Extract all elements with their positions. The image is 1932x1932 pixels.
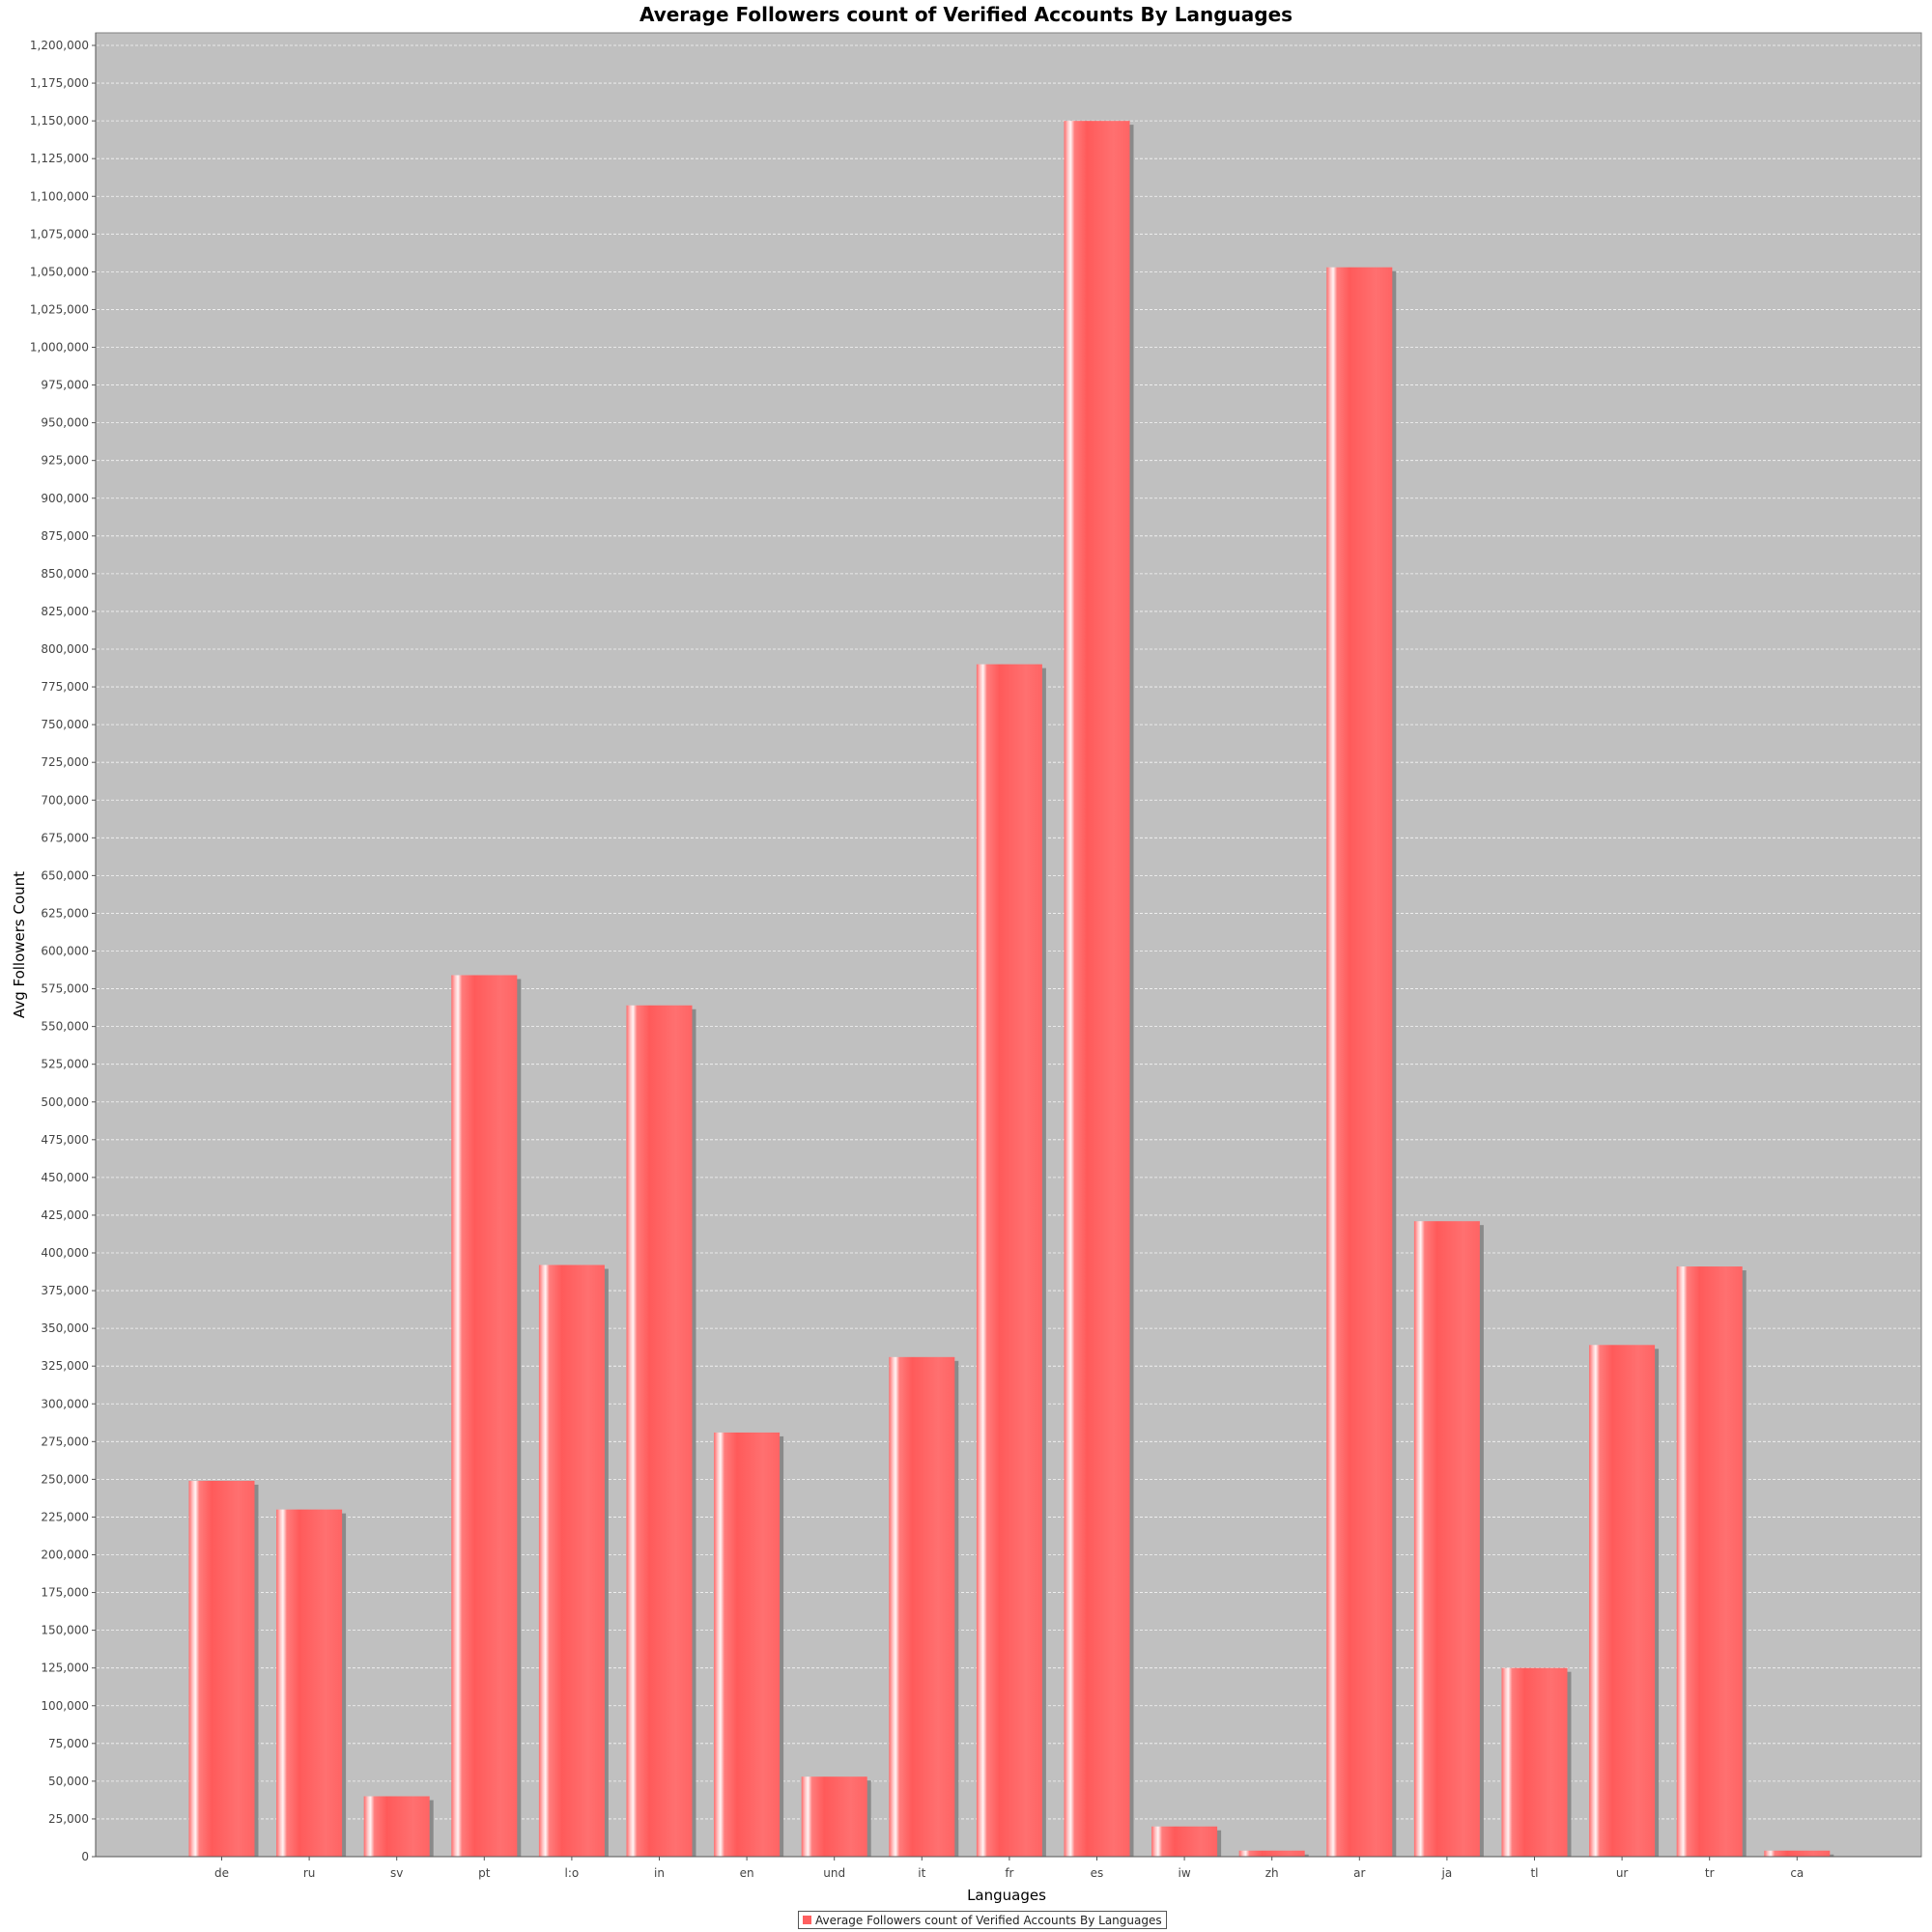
- y-tick-label: 825,000: [41, 605, 89, 618]
- y-tick-label: 750,000: [41, 718, 89, 731]
- y-tick-label: 1,075,000: [30, 227, 89, 241]
- y-tick-label: 950,000: [41, 416, 89, 430]
- bar-ca: [1764, 1850, 1831, 1857]
- y-tick-label: 1,150,000: [30, 114, 89, 128]
- y-tick-label: 400,000: [41, 1246, 89, 1260]
- legend-swatch: [803, 1916, 811, 1924]
- y-tick-label: 1,175,000: [30, 76, 89, 90]
- bar-tr: [1676, 1266, 1743, 1857]
- y-tick-label: 550,000: [41, 1020, 89, 1034]
- y-tick-label: 175,000: [41, 1586, 89, 1600]
- y-tick-label: 850,000: [41, 567, 89, 581]
- x-tick-label: de: [214, 1866, 229, 1880]
- legend-label: Average Followers count of Verified Acco…: [815, 1913, 1162, 1927]
- y-tick-label: 1,000,000: [30, 341, 89, 355]
- y-tick-label: 725,000: [41, 755, 89, 769]
- legend: Average Followers count of Verified Acco…: [798, 1911, 1167, 1929]
- x-tick-label: tr: [1705, 1866, 1715, 1880]
- bar-ar: [1326, 267, 1393, 1857]
- bar-ru: [276, 1509, 343, 1857]
- y-tick-label: 350,000: [41, 1321, 89, 1335]
- y-tick-label: 450,000: [41, 1171, 89, 1184]
- bar-es: [1064, 121, 1130, 1857]
- y-tick-label: 1,125,000: [30, 152, 89, 165]
- y-tick-label: 50,000: [48, 1775, 89, 1788]
- y-tick-label: 1,025,000: [30, 302, 89, 316]
- y-tick-label: 425,000: [41, 1208, 89, 1222]
- bar-fr: [976, 664, 1042, 1857]
- y-tick-label: 1,200,000: [30, 39, 89, 52]
- y-axis-label: Avg Followers Count: [11, 871, 28, 1018]
- x-tick-label: zh: [1265, 1866, 1279, 1880]
- x-tick-label: l:o: [565, 1866, 580, 1880]
- y-tick-label: 625,000: [41, 906, 89, 920]
- bar-sv: [363, 1796, 430, 1857]
- x-tick-label: ru: [303, 1866, 316, 1880]
- y-tick-label: 900,000: [41, 492, 89, 505]
- x-tick-label: it: [918, 1866, 925, 1880]
- y-tick-label: 975,000: [41, 379, 89, 392]
- y-tick-label: 150,000: [41, 1624, 89, 1637]
- bar-zh: [1238, 1850, 1305, 1857]
- y-tick-label: 800,000: [41, 642, 89, 656]
- bar-tl: [1501, 1667, 1568, 1857]
- y-tick-label: 1,100,000: [30, 189, 89, 203]
- x-tick-label: es: [1091, 1866, 1104, 1880]
- y-tick-label: 300,000: [41, 1397, 89, 1410]
- x-axis-label: Languages: [967, 1887, 1046, 1904]
- y-tick-label: 650,000: [41, 868, 89, 882]
- x-tick-label: ur: [1616, 1866, 1629, 1880]
- y-tick-label: 700,000: [41, 793, 89, 807]
- bar-it: [889, 1356, 955, 1857]
- bar-iw: [1151, 1826, 1218, 1857]
- x-tick-label: ar: [1353, 1866, 1365, 1880]
- x-tick-label: iw: [1179, 1866, 1191, 1880]
- x-tick-label: en: [740, 1866, 754, 1880]
- y-tick-label: 875,000: [41, 529, 89, 543]
- x-tick-label: pt: [478, 1866, 491, 1880]
- x-ticks: de ru sv pt l:o in en und it fr es iw zh ar ja tl ur tr ca: [214, 1857, 1804, 1880]
- y-tick-label: 925,000: [41, 454, 89, 468]
- x-tick-label: ja: [1441, 1866, 1453, 1880]
- bar-in: [626, 1005, 693, 1857]
- x-tick-label: ca: [1790, 1866, 1804, 1880]
- y-tick-label: 225,000: [41, 1510, 89, 1523]
- bar-ja: [1413, 1221, 1480, 1857]
- bar-und: [801, 1776, 867, 1857]
- y-tick-label: 500,000: [41, 1095, 89, 1109]
- x-tick-label: und: [823, 1866, 845, 1880]
- bars: [188, 121, 1834, 1857]
- y-tick-label: 75,000: [48, 1737, 89, 1750]
- y-tick-label: 0: [81, 1850, 89, 1863]
- x-tick-label: sv: [390, 1866, 403, 1880]
- y-tick-label: 475,000: [41, 1133, 89, 1147]
- x-tick-label: in: [654, 1866, 665, 1880]
- x-tick-label: fr: [1005, 1866, 1013, 1880]
- y-tick-label: 1,050,000: [30, 265, 89, 278]
- y-tick-label: 675,000: [41, 831, 89, 844]
- y-tick-label: 275,000: [41, 1435, 89, 1448]
- y-tick-label: 125,000: [41, 1662, 89, 1675]
- y-tick-label: 775,000: [41, 680, 89, 694]
- bar-en: [714, 1432, 781, 1857]
- x-tick-label: tl: [1530, 1866, 1538, 1880]
- y-tick-label: 325,000: [41, 1359, 89, 1373]
- y-tick-label: 200,000: [41, 1548, 89, 1562]
- bar-pt: [451, 975, 518, 1857]
- bar-ur: [1589, 1345, 1656, 1857]
- chart-title: Average Followers count of Verified Acco…: [639, 3, 1293, 26]
- y-tick-label: 600,000: [41, 945, 89, 958]
- y-tick-label: 250,000: [41, 1472, 89, 1486]
- y-tick-label: 375,000: [41, 1284, 89, 1297]
- y-tick-label: 525,000: [41, 1058, 89, 1071]
- bar-de: [188, 1480, 255, 1857]
- y-tick-label: 25,000: [48, 1812, 89, 1826]
- y-tick-label: 100,000: [41, 1699, 89, 1713]
- y-tick-label: 575,000: [41, 982, 89, 996]
- bar-l:o: [538, 1264, 605, 1857]
- y-ticks: 0 25,000 50,000 75,000 100,000 125,000 150,000…: [30, 39, 96, 1863]
